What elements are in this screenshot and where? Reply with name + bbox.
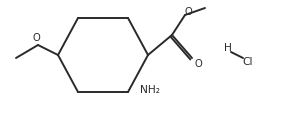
Text: Cl: Cl xyxy=(243,57,253,67)
Text: O: O xyxy=(184,7,192,17)
Text: O: O xyxy=(194,59,202,69)
Text: NH₂: NH₂ xyxy=(140,85,160,95)
Text: H: H xyxy=(224,43,232,53)
Text: O: O xyxy=(32,33,40,43)
